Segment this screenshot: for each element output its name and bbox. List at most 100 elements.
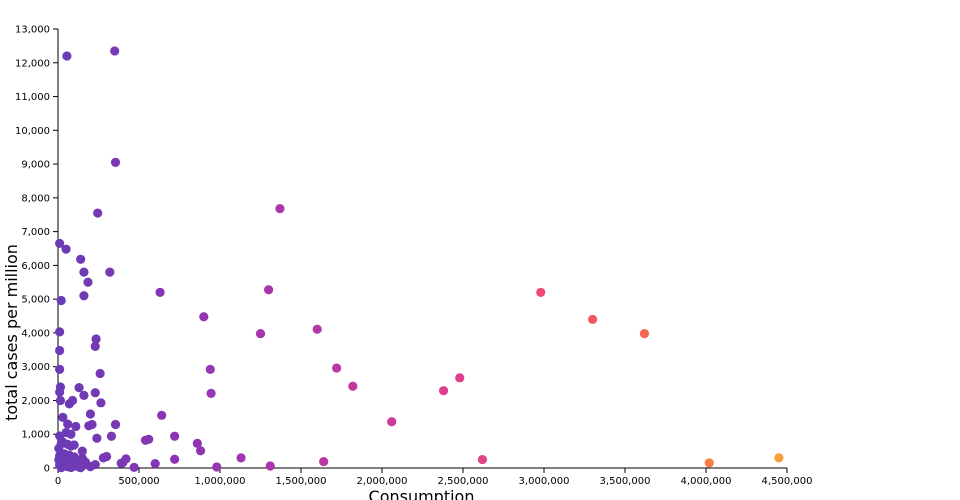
- y-tick-label: 0: [44, 464, 50, 475]
- data-point: [110, 157, 121, 167]
- x-tick-label: 0: [55, 476, 61, 487]
- data-point: [71, 421, 81, 432]
- data-point: [64, 399, 74, 409]
- data-point: [110, 46, 120, 56]
- data-point: [56, 463, 66, 473]
- data-point: [348, 381, 358, 391]
- data-point: [77, 446, 87, 456]
- data-point: [150, 459, 160, 469]
- data-point: [76, 254, 86, 264]
- data-point: [264, 285, 274, 295]
- data-point: [205, 364, 215, 374]
- data-point: [192, 438, 202, 448]
- x-tick-label: 3,000,000: [519, 476, 570, 487]
- x-axis: 0 500,000 1,000,000 1,500,000 2,000,000 2,500…: [55, 467, 813, 487]
- data-point: [774, 453, 784, 463]
- data-point: [92, 433, 102, 443]
- data-point: [199, 312, 209, 322]
- data-point: [90, 388, 100, 398]
- y-tick-label: 5,000: [21, 295, 50, 306]
- data-point: [536, 287, 546, 297]
- data-point: [588, 314, 598, 325]
- data-point: [84, 421, 94, 431]
- data-point: [332, 363, 342, 373]
- y-tick-label: 1,000: [21, 430, 50, 441]
- x-tick-label: 1,500,000: [276, 476, 327, 487]
- data-point: [79, 291, 89, 301]
- data-point: [62, 51, 72, 61]
- data-point: [98, 453, 108, 463]
- y-axis-title: total cases per million: [2, 244, 21, 421]
- data-point: [275, 204, 285, 214]
- data-point: [639, 328, 650, 339]
- data-point: [265, 461, 275, 471]
- data-point: [55, 345, 65, 356]
- data-point: [66, 462, 76, 473]
- data-point: [319, 456, 329, 467]
- x-tick-label: 500,000: [118, 476, 159, 487]
- data-point: [79, 267, 89, 277]
- y-tick-label: 12,000: [15, 58, 50, 69]
- data-point: [477, 454, 488, 465]
- data-point: [105, 267, 115, 277]
- data-point: [704, 458, 714, 468]
- data-point: [157, 410, 167, 420]
- data-point: [66, 429, 76, 439]
- x-tick-label: 4,000,000: [681, 476, 732, 487]
- data-point: [58, 412, 68, 422]
- y-tick-label: 7,000: [21, 227, 50, 238]
- data-point: [55, 238, 65, 249]
- y-tick-label: 13,000: [15, 25, 50, 36]
- data-point: [63, 419, 73, 429]
- x-tick-label: 2,500,000: [438, 476, 489, 487]
- data-point: [74, 383, 84, 393]
- data-point: [255, 328, 266, 339]
- data-point: [312, 324, 322, 334]
- y-tick-label: 11,000: [15, 92, 50, 103]
- x-tick-label: 3,500,000: [600, 476, 651, 487]
- data-point: [56, 295, 66, 306]
- data-point: [90, 341, 100, 352]
- data-point: [455, 373, 465, 383]
- data-point: [387, 417, 397, 427]
- data-point: [206, 388, 216, 398]
- data-point: [83, 277, 93, 287]
- y-tick-label: 2,000: [21, 396, 50, 407]
- data-point: [140, 435, 151, 445]
- data-point: [155, 287, 165, 297]
- data-point: [66, 441, 76, 451]
- data-point: [55, 387, 65, 397]
- data-point: [61, 244, 71, 254]
- data-point: [91, 334, 101, 344]
- data-points: [54, 46, 784, 473]
- y-tick-label: 6,000: [21, 261, 50, 272]
- data-point: [76, 463, 86, 473]
- data-point: [170, 431, 180, 441]
- data-point: [79, 390, 89, 400]
- data-point: [95, 368, 105, 379]
- y-tick-label: 9,000: [21, 160, 50, 171]
- x-tick-label: 4,500,000: [762, 476, 813, 487]
- y-tick-label: 10,000: [15, 126, 50, 137]
- y-tick-label: 3,000: [21, 362, 50, 373]
- y-axis: 0 1,000 2,000 3,000 4,000 5,000 6,000 7,000 8,00…: [15, 25, 59, 475]
- data-point: [236, 453, 246, 463]
- data-point: [170, 454, 180, 464]
- data-point: [55, 395, 66, 406]
- data-point: [118, 457, 128, 468]
- y-tick-label: 8,000: [21, 193, 50, 204]
- data-point: [195, 446, 206, 456]
- data-point: [93, 208, 103, 218]
- data-point: [55, 327, 65, 337]
- data-point: [129, 462, 139, 472]
- x-tick-label: 2,000,000: [357, 476, 408, 487]
- data-point: [212, 462, 222, 472]
- data-point: [106, 431, 117, 441]
- x-tick-label: 1,000,000: [195, 476, 246, 487]
- data-point: [55, 364, 65, 374]
- x-axis-title: Consumption: [369, 487, 475, 500]
- data-point: [110, 419, 121, 430]
- y-tick-label: 4,000: [21, 328, 50, 339]
- data-point: [85, 462, 95, 472]
